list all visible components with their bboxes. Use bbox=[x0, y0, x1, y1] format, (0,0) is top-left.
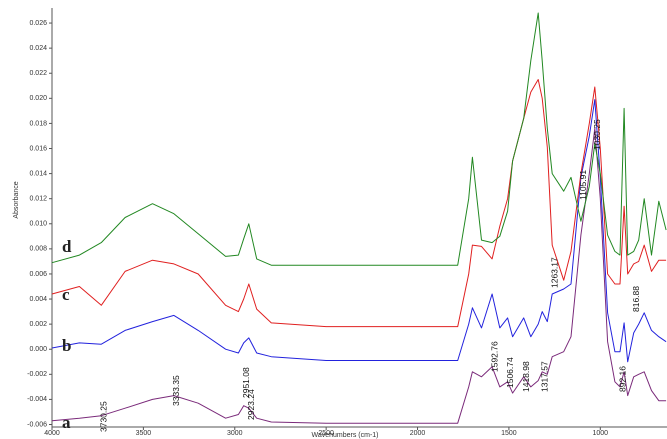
series-label: c bbox=[62, 285, 70, 304]
peak-label: 3333.35 bbox=[171, 375, 181, 406]
peak-label: 816.88 bbox=[631, 286, 641, 312]
peak-label: 1030.25 bbox=[592, 119, 602, 150]
peak-label: 1506.74 bbox=[505, 357, 515, 388]
peak-label: 1317.57 bbox=[540, 361, 550, 392]
peak-label: 1418.98 bbox=[521, 361, 531, 392]
peak-label: 1592.76 bbox=[489, 341, 499, 372]
y-tick-label: 0.004 bbox=[29, 296, 47, 303]
peak-label: 2923.24 bbox=[246, 389, 256, 420]
y-tick-label: -0.004 bbox=[27, 396, 47, 403]
spectrum-line bbox=[51, 12, 667, 266]
y-tick-label: 0.008 bbox=[29, 246, 47, 253]
peak-label: 1263.17 bbox=[549, 257, 559, 288]
y-tick-label: 0.002 bbox=[29, 321, 47, 328]
y-tick-label: -0.006 bbox=[27, 421, 47, 428]
spectrum-line bbox=[51, 79, 667, 328]
y-tick-label: 0.000 bbox=[29, 346, 47, 353]
spectrum-line bbox=[51, 99, 667, 363]
series-label: b bbox=[62, 336, 71, 355]
peak-label: 2951.08 bbox=[241, 367, 251, 398]
x-tick-label: 3000 bbox=[227, 430, 243, 437]
spectrum-line bbox=[51, 127, 667, 424]
x-tick-label: 2500 bbox=[318, 430, 334, 437]
peak-label: 3730.25 bbox=[99, 401, 109, 432]
y-tick-label: 0.014 bbox=[29, 170, 47, 177]
series-label: d bbox=[62, 237, 72, 256]
y-tick-label: 0.016 bbox=[29, 145, 47, 152]
y-tick-label: 0.012 bbox=[29, 196, 47, 203]
y-tick-label: 0.024 bbox=[29, 45, 47, 52]
series-label: a bbox=[62, 413, 71, 432]
y-tick-label: 0.026 bbox=[29, 20, 47, 27]
y-tick-label: -0.002 bbox=[27, 371, 47, 378]
y-tick-label: 0.018 bbox=[29, 120, 47, 127]
y-tick-label: 0.022 bbox=[29, 70, 47, 77]
y-axis-title: Absorbance bbox=[13, 181, 20, 218]
y-tick-label: 0.006 bbox=[29, 271, 47, 278]
peak-label: 892.16 bbox=[617, 366, 627, 392]
x-tick-label: 4000 bbox=[44, 430, 60, 437]
x-tick-label: 2000 bbox=[410, 430, 426, 437]
y-tick-label: 0.020 bbox=[29, 95, 47, 102]
x-tick-label: 1000 bbox=[593, 430, 609, 437]
y-tick-label: 0.010 bbox=[29, 221, 47, 228]
x-axis-title: Wavenumbers (cm-1) bbox=[311, 432, 378, 439]
peak-label: 1105.91 bbox=[578, 170, 588, 200]
x-tick-label: 3500 bbox=[136, 430, 152, 437]
x-tick-label: 1500 bbox=[501, 430, 517, 437]
